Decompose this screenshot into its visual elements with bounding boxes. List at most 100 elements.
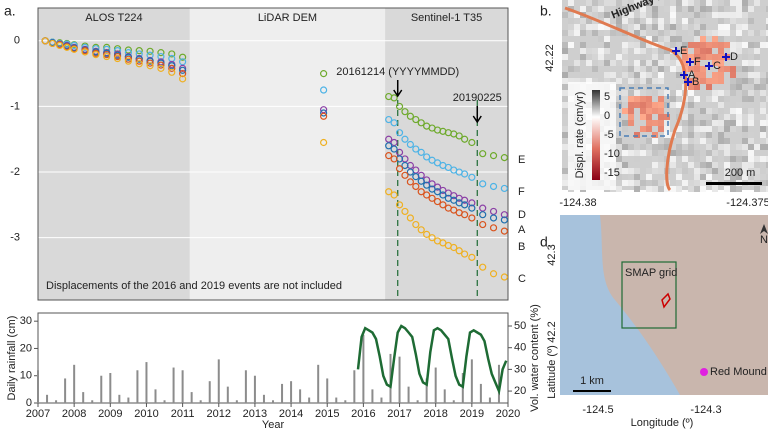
map-cell <box>664 66 670 72</box>
map-cell <box>562 168 568 174</box>
map-cell <box>580 78 586 84</box>
map-cell <box>622 126 628 132</box>
map-cell <box>682 120 688 126</box>
map-cell <box>700 186 706 192</box>
map-cell <box>616 30 622 36</box>
data-point <box>81 48 89 56</box>
map-cell <box>574 66 580 72</box>
map-cell <box>700 180 706 186</box>
data-point <box>135 50 143 58</box>
map-cell <box>712 96 718 102</box>
map-cell <box>646 96 652 102</box>
map-cell <box>562 42 568 48</box>
map-cell <box>628 114 634 120</box>
point-marker <box>684 78 692 86</box>
point-label: C <box>713 60 721 72</box>
map-cell <box>652 138 658 144</box>
map-cell <box>568 12 574 18</box>
map-cell <box>700 36 706 42</box>
map-cell <box>646 180 652 186</box>
map-cell <box>670 90 676 96</box>
map-cell <box>760 126 766 132</box>
rain-bar <box>226 386 229 403</box>
data-point <box>489 182 498 191</box>
data-point <box>461 170 469 178</box>
map-cell <box>754 54 760 60</box>
map-cell <box>754 138 760 144</box>
map-cell <box>652 144 658 150</box>
map-cell <box>694 186 700 192</box>
map-cell <box>676 150 682 156</box>
map-cell <box>760 36 766 42</box>
map-cell <box>616 78 622 84</box>
map-cell <box>616 174 622 180</box>
map-cell <box>766 156 768 162</box>
data-point <box>390 155 398 163</box>
rain-bar <box>118 394 121 403</box>
map-cell <box>718 30 724 36</box>
map-cell <box>646 18 652 24</box>
map-cell <box>634 102 640 108</box>
map-cell <box>724 186 730 192</box>
map-cell <box>718 162 724 168</box>
data-point <box>428 194 436 202</box>
map-cell <box>766 96 768 102</box>
map-cell <box>640 96 646 102</box>
map-cell <box>706 114 712 120</box>
map-cell <box>610 60 616 66</box>
map-cell <box>754 84 760 90</box>
map-cell <box>682 114 688 120</box>
map-cell <box>754 78 760 84</box>
map-cell <box>754 6 760 12</box>
map-cell <box>742 66 748 72</box>
map-cell <box>664 6 670 12</box>
map-cell <box>706 42 712 48</box>
data-point <box>103 52 111 61</box>
y-tick-label: 0 <box>26 397 32 409</box>
map-cell <box>718 60 724 66</box>
map-cell <box>562 102 568 108</box>
map-cell <box>754 156 760 162</box>
map-cell <box>676 6 682 12</box>
map-cell <box>592 48 598 54</box>
y2-tick-label: 20 <box>514 385 526 397</box>
map-cell <box>700 72 706 78</box>
map-cell <box>658 108 664 114</box>
map-cell <box>670 60 676 66</box>
map-cell <box>718 78 724 84</box>
series-label: A <box>518 224 526 236</box>
rain-bar <box>73 364 76 403</box>
period-band <box>385 8 508 300</box>
map-cell <box>676 108 682 114</box>
map-cell <box>604 0 610 6</box>
data-point <box>455 247 463 255</box>
data-point <box>168 68 176 76</box>
data-point <box>385 152 393 160</box>
map-cell <box>604 78 610 84</box>
map-cell <box>568 66 574 72</box>
map-cell <box>622 168 628 174</box>
map-cell <box>742 42 748 48</box>
map-cell <box>730 156 736 162</box>
map-cell <box>652 162 658 168</box>
map-cell <box>736 174 742 180</box>
map-cell <box>664 24 670 30</box>
data-point <box>179 53 187 61</box>
rain-bar <box>55 400 58 403</box>
map-cell <box>700 174 706 180</box>
x-tick-label: 2017 <box>387 408 411 420</box>
point-marker <box>680 71 688 79</box>
y-tick-label: 0 <box>14 35 20 47</box>
map-cell <box>730 24 736 30</box>
map-cell <box>616 156 622 162</box>
map-cell <box>604 36 610 42</box>
map-cell <box>676 60 682 66</box>
map-cell <box>718 12 724 18</box>
map-cell <box>688 150 694 156</box>
map-cell <box>634 180 640 186</box>
map-cell <box>580 54 586 60</box>
map-cell <box>652 132 658 138</box>
map-cell <box>694 102 700 108</box>
map-cell <box>676 174 682 180</box>
panel-label: d. <box>540 234 552 250</box>
